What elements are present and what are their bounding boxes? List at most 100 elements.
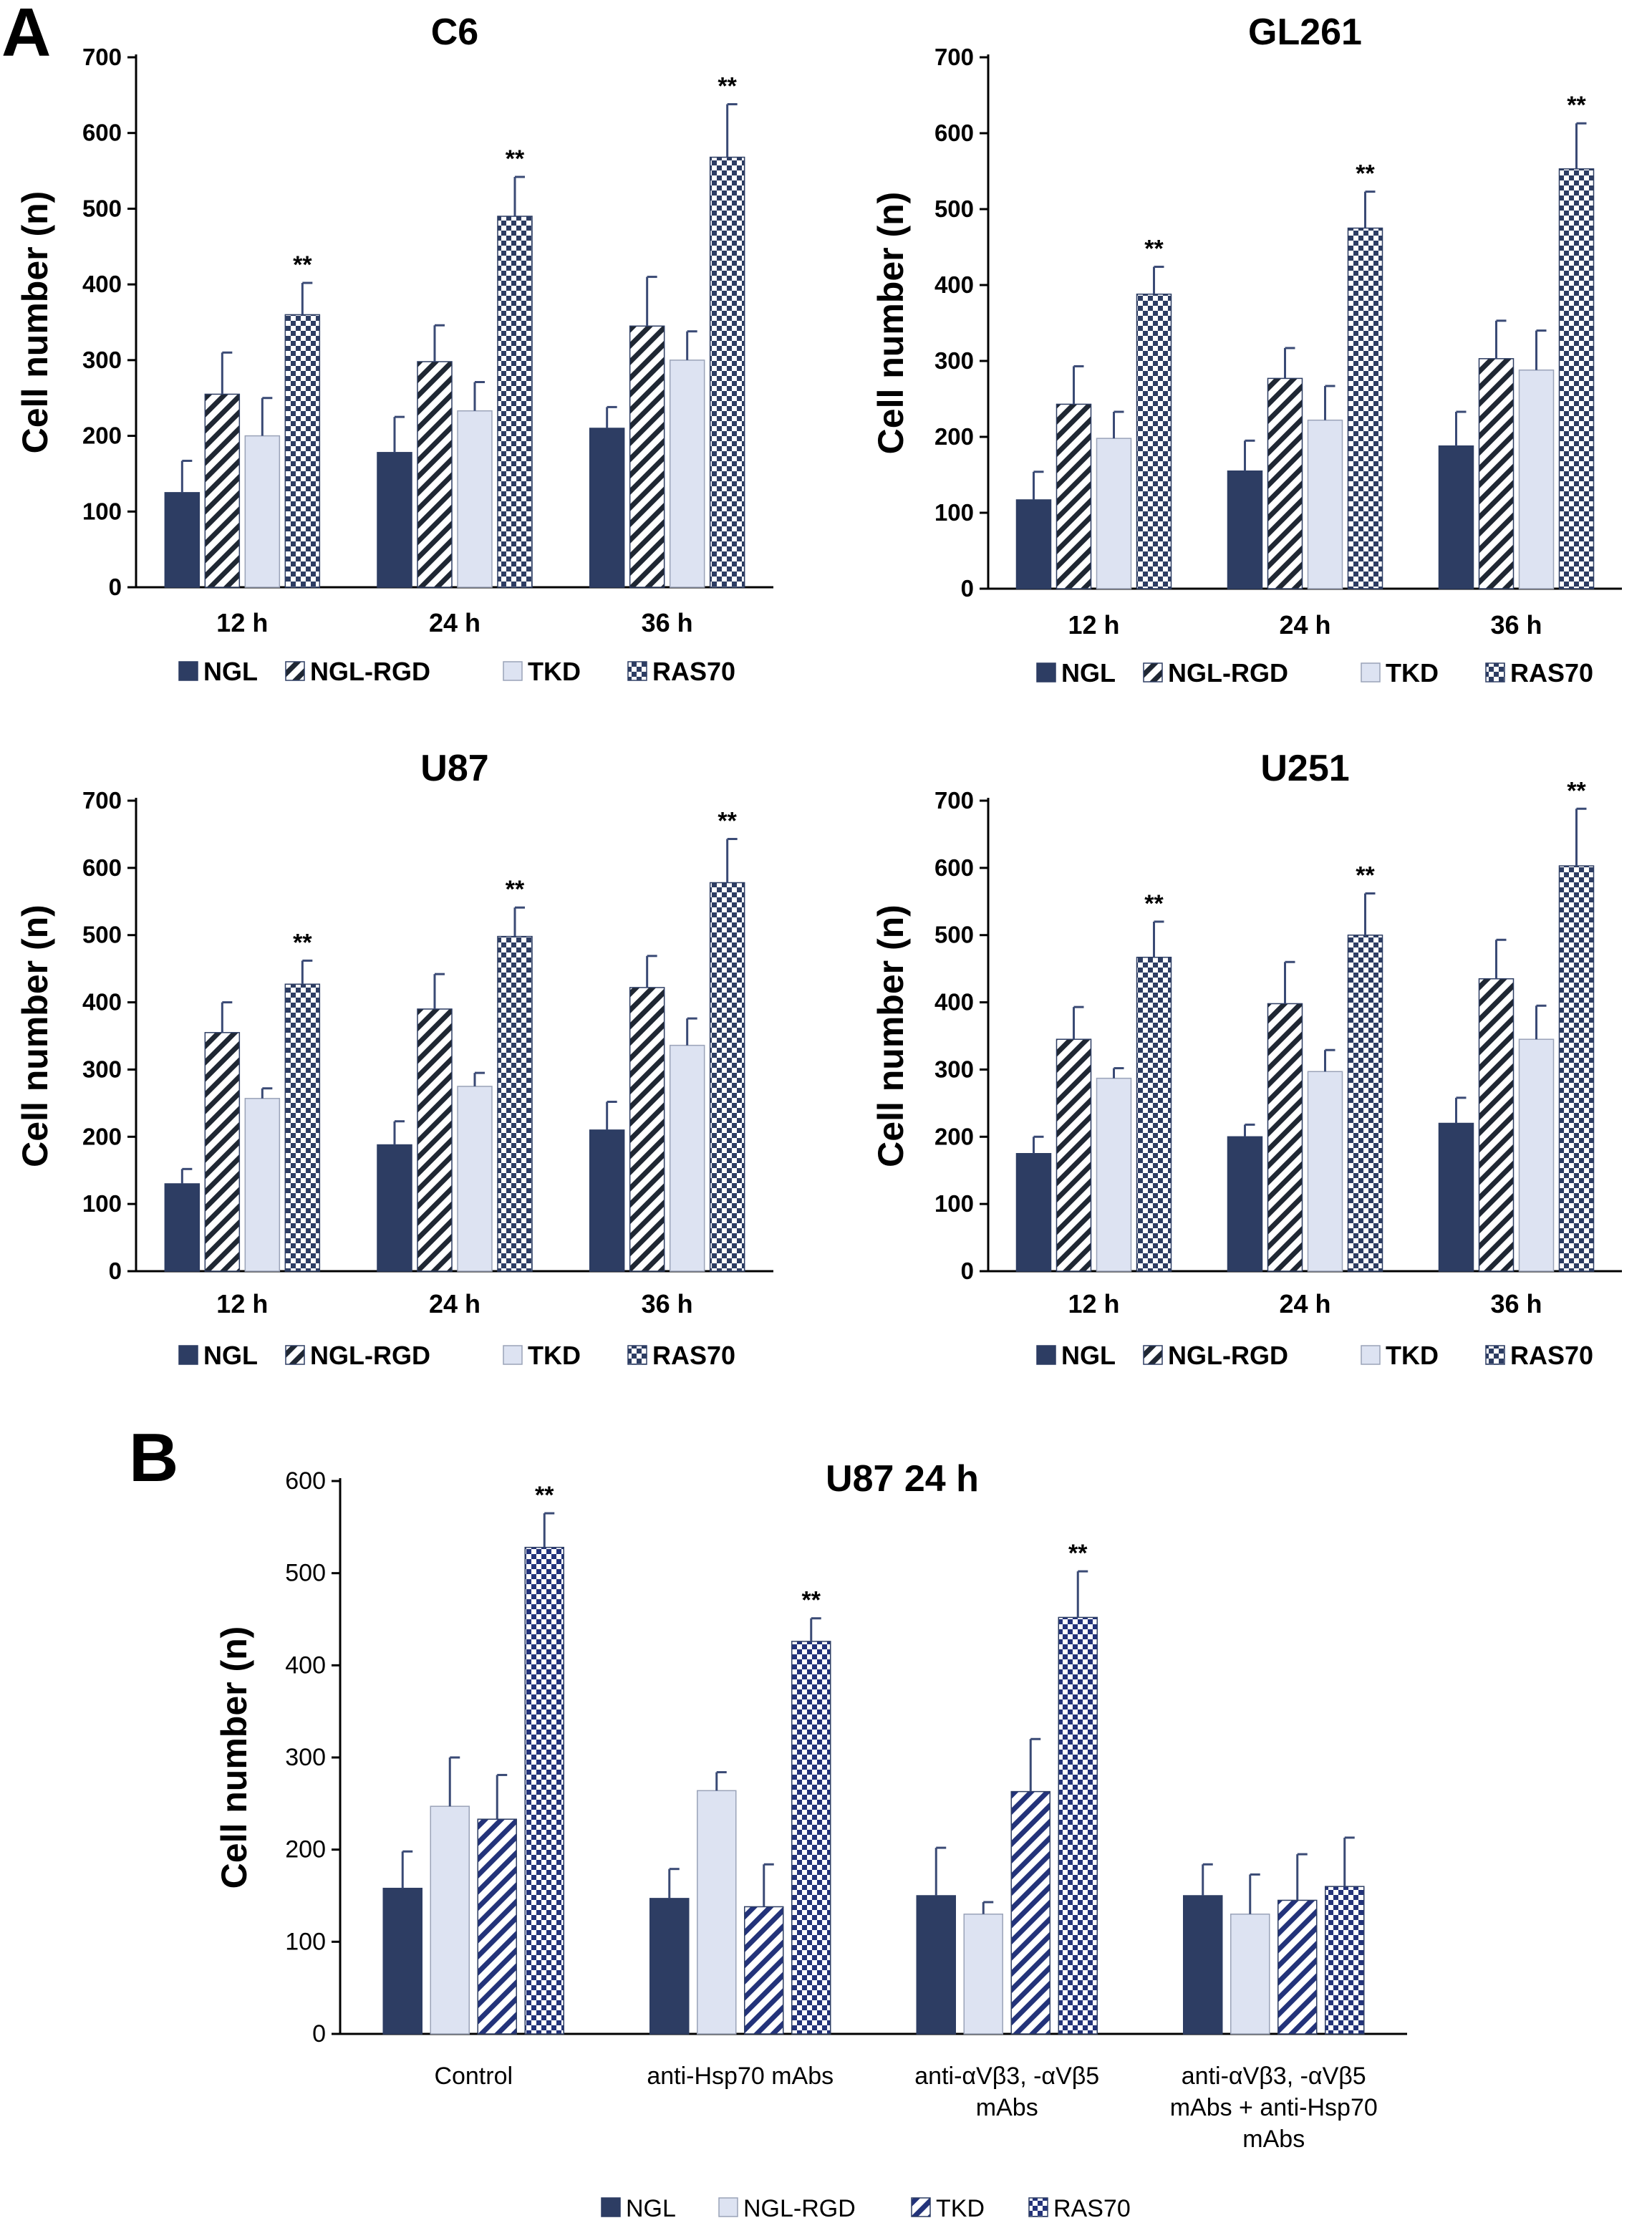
y-tick-label: 300: [82, 347, 122, 373]
bar-ras70-0: [1136, 956, 1172, 1272]
significance-marker: **: [1144, 236, 1164, 263]
legend-swatch-ras70: [627, 1345, 647, 1365]
x-category-label: mAbs: [1242, 2126, 1305, 2153]
bar-tkd-2: [669, 360, 705, 588]
x-category-label: 36 h: [1490, 1289, 1542, 1318]
y-tick-label: 200: [82, 423, 122, 449]
y-tick-label: 200: [285, 1836, 326, 1863]
bar-ras70-2: [1558, 865, 1595, 1272]
legend-swatch-ngl: [1036, 1345, 1056, 1365]
bar-ras70-2: [1558, 168, 1595, 589]
chart-title: U87 24 h: [826, 1458, 979, 1500]
bar-ngl-rgd-2: [963, 1913, 1003, 2035]
bar-ngl-rgd-0: [430, 1805, 470, 2035]
x-category-label: anti-αVβ3, -αVβ5: [914, 2063, 1099, 2090]
bar-ras70-3: [1325, 1886, 1365, 2035]
bar-ngl-1: [1227, 470, 1263, 589]
bar-ngl-1: [377, 452, 412, 588]
y-axis-label: Cell number (n): [871, 905, 911, 1167]
y-tick-label: 700: [934, 44, 974, 70]
y-axis-label: Cell number (n): [15, 905, 55, 1167]
legend-label-ras70: RAS70: [652, 1341, 735, 1370]
y-axis-label: Cell number (n): [15, 191, 55, 454]
significance-marker: **: [506, 145, 525, 173]
legend-swatch-ngl-rgd: [1143, 662, 1163, 683]
x-category-label: anti-Hsp70 mAbs: [647, 2063, 834, 2090]
bar-tkd-0: [244, 1098, 281, 1272]
legend-swatch-ngl-rgd: [1143, 1345, 1163, 1365]
legend-swatch-ngl-rgd: [285, 1345, 305, 1365]
legend-swatch-ngl: [178, 1345, 198, 1365]
bar-tkd-3: [1277, 1899, 1318, 2035]
legend-swatch-ngl: [601, 2197, 621, 2217]
x-category-label: 24 h: [1279, 610, 1330, 640]
bar-ngl-rgd-1: [417, 361, 453, 588]
y-tick-label: 300: [82, 1056, 122, 1082]
significance-marker: **: [293, 929, 312, 956]
significance-marker: **: [1356, 160, 1375, 188]
bar-tkd-0: [1096, 1077, 1132, 1272]
y-tick-label: 100: [82, 1190, 122, 1217]
bar-ras70-0: [1136, 293, 1172, 589]
x-category-label: mAbs + anti-Hsp70: [1170, 2094, 1378, 2121]
x-category-label: 24 h: [429, 608, 480, 637]
bar-ngl-rgd-1: [417, 1008, 453, 1272]
bar-ngl-1: [649, 1898, 690, 2035]
bar-ngl-0: [382, 1887, 422, 2035]
x-category-label: 36 h: [642, 1289, 693, 1318]
bar-ngl-rgd-2: [629, 987, 665, 1272]
legend-swatch-ras70: [627, 661, 647, 681]
panel-label-a: A: [1, 0, 51, 71]
x-category-label: 12 h: [1068, 610, 1119, 640]
bar-ngl-2: [916, 1895, 956, 2035]
x-category-label: mAbs: [976, 2094, 1038, 2121]
chart-c6: C6 Cell number (n) 0 100 200 300 400 500 600 700 1…: [15, 11, 773, 686]
y-tick-label: 400: [934, 271, 974, 298]
y-tick-label: 300: [934, 347, 974, 374]
legend-label-ngl-rgd: NGL-RGD: [1168, 1341, 1288, 1370]
chart-gl261: GL261 Cell number (n) 0 100 200 300 400 500 600 7…: [871, 11, 1622, 688]
x-category-label: 36 h: [1490, 610, 1542, 640]
legend-swatch-ngl: [178, 661, 198, 681]
bar-ras70-2: [1058, 1616, 1098, 2035]
x-category-label: 12 h: [216, 608, 268, 637]
x-category-label: Control: [434, 2063, 513, 2090]
y-tick-label: 600: [285, 1467, 326, 1495]
bar-tkd-0: [477, 1818, 517, 2035]
legend-label-ras70: RAS70: [652, 657, 735, 686]
y-tick-label: 100: [934, 1190, 974, 1217]
significance-marker: **: [1068, 1540, 1088, 1567]
bar-ngl-rgd-0: [1056, 403, 1092, 589]
bar-tkd-1: [1307, 1071, 1343, 1272]
y-tick-label: 200: [934, 423, 974, 450]
y-tick-label: 500: [82, 195, 122, 221]
legend-swatch-ngl-rgd: [718, 2197, 738, 2217]
bar-ngl-2: [589, 428, 625, 588]
y-tick-label: 200: [934, 1123, 974, 1149]
bar-ngl-rgd-3: [1230, 1913, 1270, 2035]
legend-swatch-ngl-rgd: [285, 661, 305, 681]
chart-title: C6: [431, 11, 478, 53]
bar-ngl-rgd-2: [1478, 978, 1515, 1272]
bar-tkd-2: [669, 1044, 705, 1272]
bar-ngl-2: [1438, 445, 1474, 589]
bar-ngl-rgd-0: [204, 1032, 241, 1272]
legend-swatch-ras70: [1485, 662, 1505, 683]
legend-label-ngl-rgd: NGL-RGD: [310, 657, 430, 686]
x-category-label: 12 h: [216, 1289, 268, 1318]
legend-swatch-tkd: [503, 1345, 523, 1365]
bar-ras70-0: [284, 983, 321, 1272]
y-tick-label: 400: [285, 1651, 326, 1679]
y-tick-label: 0: [109, 574, 122, 600]
y-tick-label: 600: [82, 854, 122, 881]
bar-tkd-0: [244, 435, 281, 588]
bar-tkd-2: [1518, 369, 1555, 589]
y-tick-label: 600: [934, 854, 974, 881]
y-tick-label: 500: [934, 196, 974, 222]
legend-swatch-tkd: [1361, 1345, 1381, 1365]
y-tick-label: 700: [82, 787, 122, 814]
bar-tkd-0: [1096, 438, 1132, 589]
significance-marker: **: [718, 807, 737, 834]
bar-tkd-1: [457, 410, 493, 588]
bar-ras70-0: [524, 1546, 564, 2035]
